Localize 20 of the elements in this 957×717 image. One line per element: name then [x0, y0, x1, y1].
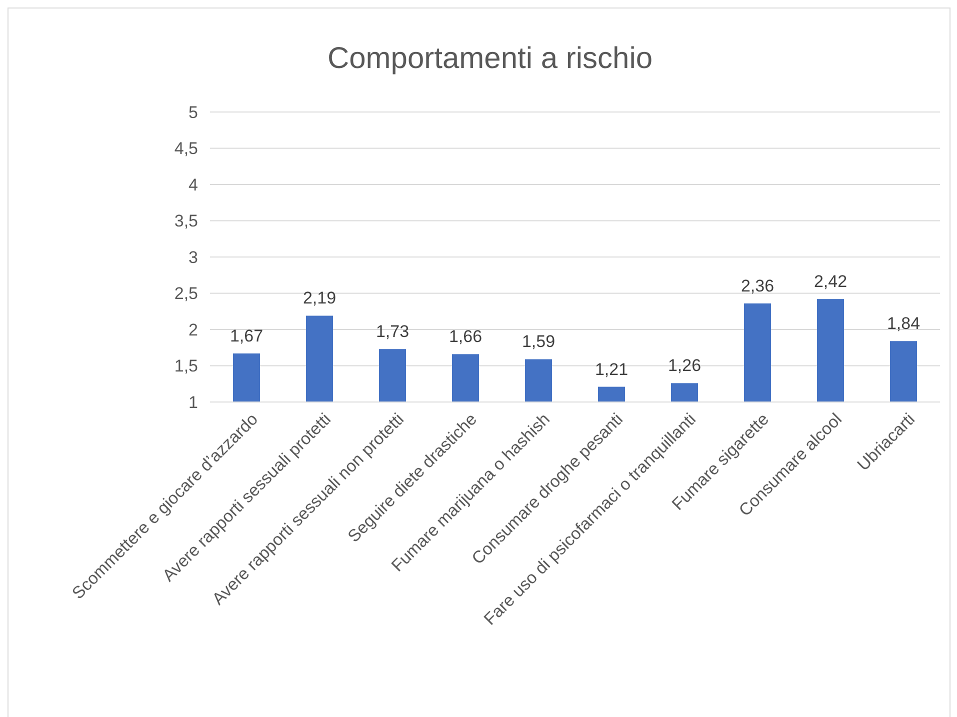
y-tick-label: 1	[188, 392, 198, 412]
data-label: 1,59	[522, 332, 556, 352]
y-tick-label: 2	[188, 320, 198, 340]
data-label: 1,66	[448, 327, 482, 346]
chart-title: Comportamenti a rischio	[327, 42, 653, 75]
y-tick-label: 3,5	[174, 212, 198, 231]
data-label: 1,21	[594, 360, 628, 379]
data-label: 1,67	[230, 326, 264, 346]
y-tick-label: 2,5	[174, 284, 198, 304]
data-label: 2,42	[814, 272, 848, 292]
data-label: 1,73	[376, 322, 410, 342]
y-tick-label: 4	[188, 175, 198, 194]
data-label: 1,84	[886, 314, 920, 334]
data-label: 2,36	[740, 276, 774, 296]
y-tick-label: 5	[188, 102, 198, 122]
data-label: 1,26	[668, 356, 702, 376]
y-tick-label: 3	[188, 248, 198, 267]
y-tick-label: 1,5	[174, 356, 198, 376]
data-label: 2,19	[302, 288, 336, 308]
y-tick-label: 4,5	[174, 139, 198, 158]
